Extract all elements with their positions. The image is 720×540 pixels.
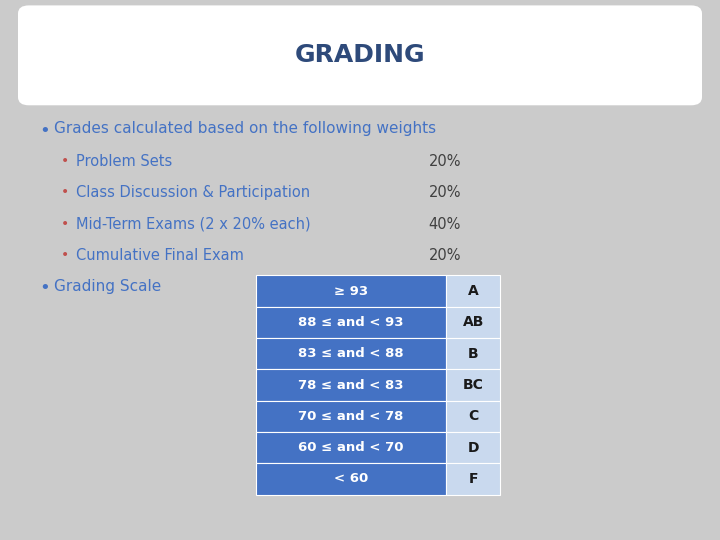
Bar [446,275,500,307]
Bar [446,401,500,432]
Text: < 60: < 60 [334,472,368,485]
Text: •: • [40,279,50,297]
Text: A: A [468,284,479,298]
Bar [446,307,500,338]
Bar [446,432,500,463]
Text: F: F [469,472,478,486]
Bar [256,463,446,495]
Bar [446,369,500,401]
Text: GRADING: GRADING [294,43,426,67]
Text: 78 ≤ and < 83: 78 ≤ and < 83 [298,379,404,392]
Bar [256,432,446,463]
Text: •: • [61,217,69,231]
Text: BC: BC [463,378,484,392]
Bar [256,369,446,401]
Text: 70 ≤ and < 78: 70 ≤ and < 78 [298,410,404,423]
FancyBboxPatch shape [18,5,702,105]
Text: 20%: 20% [428,248,461,263]
Text: •: • [61,248,69,262]
Text: •: • [61,185,69,199]
Text: •: • [40,122,50,139]
Text: B: B [468,347,479,361]
Text: 83 ≤ and < 88: 83 ≤ and < 88 [298,347,404,360]
Text: Mid-Term Exams (2 x 20% each): Mid-Term Exams (2 x 20% each) [76,217,310,232]
Text: AB: AB [463,315,484,329]
Text: •: • [61,154,69,168]
Bar [256,307,446,338]
Text: 20%: 20% [428,154,461,169]
Text: 60 ≤ and < 70: 60 ≤ and < 70 [298,441,404,454]
Bar [446,338,500,369]
Text: ≥ 93: ≥ 93 [334,285,368,298]
Bar [256,338,446,369]
Text: Problem Sets: Problem Sets [76,154,172,169]
Text: Class Discussion & Participation: Class Discussion & Participation [76,185,310,200]
Text: 20%: 20% [428,185,461,200]
Bar [256,275,446,307]
Bar [446,463,500,495]
Text: Grades calculated based on the following weights: Grades calculated based on the following… [54,122,436,137]
Text: D: D [468,441,479,455]
Text: 40%: 40% [428,217,461,232]
Bar [256,401,446,432]
Text: 88 ≤ and < 93: 88 ≤ and < 93 [298,316,404,329]
Text: Grading Scale: Grading Scale [54,279,161,294]
Text: Cumulative Final Exam: Cumulative Final Exam [76,248,243,263]
Text: C: C [468,409,479,423]
